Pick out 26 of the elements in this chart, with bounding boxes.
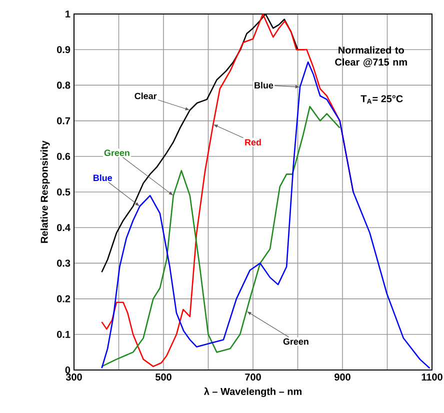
x-axis-title: λ – Wavelength – nm [204,387,302,398]
text: Blue [94,174,112,182]
text: Clear [134,92,157,100]
y-axis-title: Relative Responsivity [40,140,50,243]
x-tick-label: 500 [156,374,172,381]
y-tick-label: 0.2 [57,295,70,302]
x-tick-label: 300 [66,374,82,381]
annotation: Green [283,338,308,345]
y-tick-label: 0 [65,366,70,374]
y-tick-label: 0.5 [57,188,70,196]
x-tick-label: 1100 [422,374,442,381]
y-tick-label: 0.9 [57,46,70,54]
y-tick-label: 0.8 [57,82,70,89]
x-tick-label: 900 [334,374,350,381]
annotation: T$_{A}$= 25°C [360,95,403,104]
text: Red [245,138,261,146]
y-tick-label: 0.6 [57,152,70,160]
y-tick-label: 0.3 [57,260,70,267]
annotation: Normalized to Clear @715 nm [335,46,407,68]
y-tick-label: 1 [66,10,70,18]
y-tick-label: 0.1 [57,330,70,338]
y-tick-label: 0.4 [57,224,70,232]
y-tick-label: 0.7 [57,117,70,124]
x-tick-label: 700 [245,374,261,381]
annotation: Blue [254,82,274,88]
text: Green [104,150,130,156]
